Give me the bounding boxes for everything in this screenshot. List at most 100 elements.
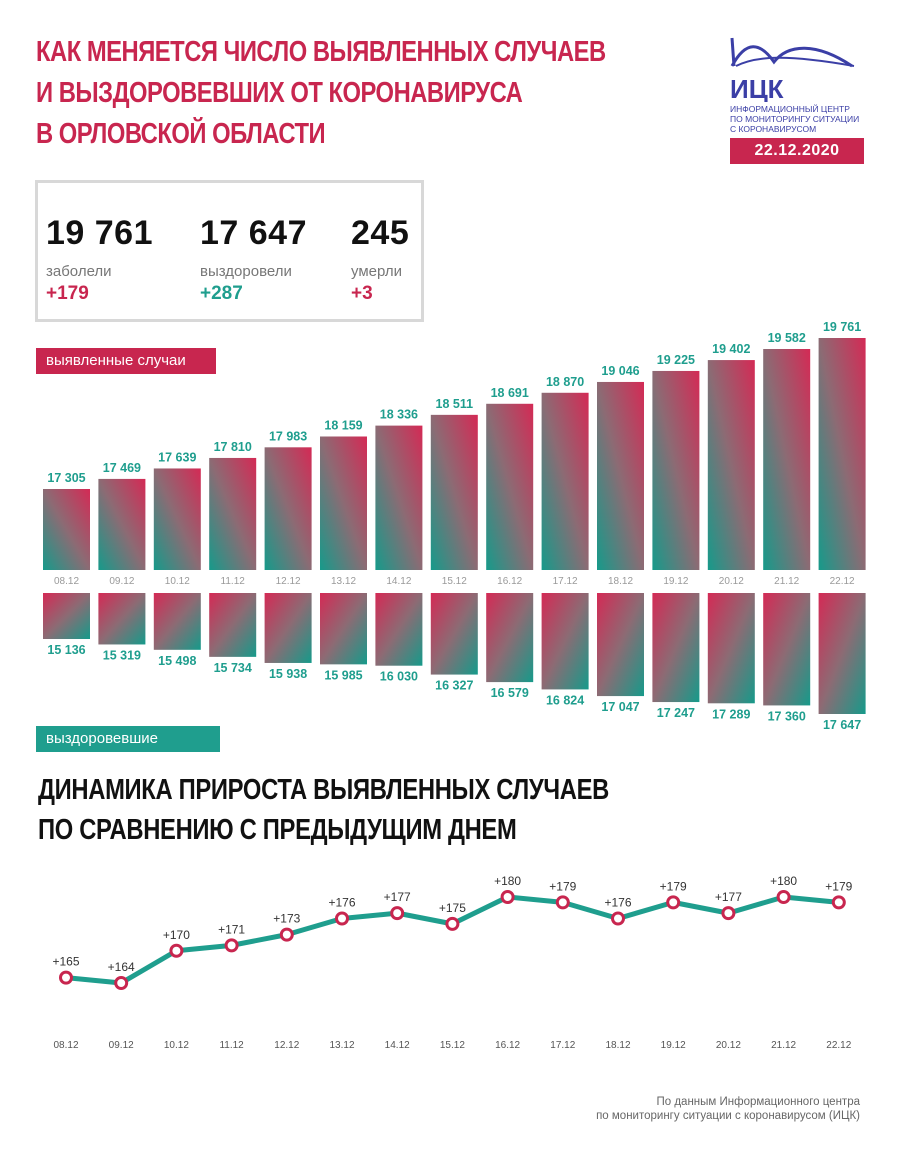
x-tick-label: 09.12 — [109, 576, 134, 587]
bar-label-recovered: 17 047 — [601, 700, 639, 714]
bar-recovered — [597, 593, 644, 697]
title-line: и выздоровевших от коронавируса — [36, 77, 523, 109]
bar-recovered — [264, 593, 312, 663]
logo-subtitle-line: Информационный центр — [730, 104, 850, 114]
bar-label-recovered: 15 985 — [324, 668, 362, 682]
date-badge: 22.12.2020 — [730, 138, 864, 164]
x-tick-label: 18.12 — [608, 576, 633, 587]
line-point-label: +176 — [604, 896, 631, 910]
bar-cases — [264, 447, 312, 570]
bar-label-recovered: 17 360 — [768, 709, 806, 723]
bar-label-recovered: 16 824 — [546, 693, 584, 707]
x-tick-label: 19.12 — [661, 1040, 686, 1051]
x-tick-label: 22.12 — [826, 1040, 851, 1051]
summary-box: 19 761 заболели +179 17 647 выздоровели … — [35, 180, 424, 322]
x-tick-label: 10.12 — [165, 576, 190, 587]
line-point-label: +179 — [825, 879, 852, 893]
line-point — [390, 906, 405, 921]
legend-recovered-tag: выздоровевшие — [36, 726, 220, 752]
bar-label-recovered: 17 647 — [823, 718, 861, 732]
bar-label-recovered: 17 247 — [657, 706, 695, 720]
x-tick-label: 13.12 — [329, 1040, 354, 1051]
line-point — [224, 938, 239, 953]
bar-label-recovered: 15 938 — [269, 667, 307, 681]
bar-label-recovered: 16 327 — [435, 679, 473, 693]
line-point — [776, 890, 791, 904]
stat-delta: +179 — [46, 283, 89, 304]
bar-cases — [320, 436, 367, 570]
line-point-label: +179 — [549, 879, 576, 893]
x-tick-label: 08.12 — [53, 1040, 78, 1051]
bar-recovered — [541, 593, 589, 690]
bar-label-recovered: 17 289 — [712, 707, 750, 721]
bar-label-cases: 19 582 — [768, 331, 806, 345]
bar-label-cases: 17 305 — [47, 471, 85, 485]
title-line: Как меняется число выявленных случаев — [36, 36, 606, 68]
bar-label-cases: 19 225 — [657, 353, 695, 367]
bar-chart: 17 305 17 469 17 639 17 810 17 983 18 159 18 3… — [43, 320, 866, 732]
bar-recovered — [430, 593, 478, 675]
line-point-label: +173 — [273, 912, 300, 926]
bar-recovered — [818, 593, 866, 714]
x-tick-label: 16.12 — [497, 576, 522, 587]
x-tick-label: 17.12 — [550, 1040, 575, 1051]
bar-label-cases: 18 691 — [491, 386, 529, 400]
x-tick-label: 12.12 — [276, 576, 301, 587]
stat-delta: +3 — [351, 283, 373, 304]
bar-cases — [153, 468, 201, 570]
line-point — [445, 916, 460, 931]
stat-label: умерли — [351, 263, 402, 280]
line-point — [335, 911, 349, 926]
x-tick-label: 18.12 — [605, 1040, 630, 1051]
source-line: по мониторингу ситуации с коронавирусом … — [596, 1110, 860, 1122]
bar-cases — [375, 425, 423, 570]
bar-label-cases: 17 810 — [214, 440, 252, 454]
x-tick-label: 09.12 — [109, 1040, 134, 1051]
stat-label: заболели — [46, 263, 112, 280]
x-tick-label: 20.12 — [719, 576, 744, 587]
line-point — [279, 927, 294, 942]
line-chart-title: Динамика прироста выявленных случаев по … — [38, 770, 609, 850]
bar-recovered — [320, 593, 367, 665]
line-point — [831, 895, 846, 910]
bar-cases — [43, 489, 90, 570]
x-tick-label: 14.12 — [385, 1040, 410, 1051]
bar-label-recovered: 15 319 — [103, 648, 141, 662]
line-point — [666, 895, 681, 910]
bar-label-recovered: 15 734 — [214, 661, 252, 675]
line-point-label: +176 — [328, 896, 355, 910]
bar-cases — [707, 360, 755, 570]
bar-label-cases: 18 159 — [324, 418, 362, 432]
bar-cases — [541, 392, 589, 570]
x-tick-label: 11.12 — [221, 576, 246, 587]
x-tick-label: 17.12 — [553, 576, 578, 587]
line-point-label: +177 — [384, 890, 411, 904]
line-point-label: +170 — [163, 928, 190, 942]
logo-subtitle: Информационный центр по мониторингу ситу… — [730, 104, 859, 134]
stat-value: 17 647 — [200, 214, 307, 252]
source-line: По данным Информационного центра — [656, 1096, 860, 1108]
bar-label-recovered: 15 498 — [158, 654, 196, 668]
bar-cases — [486, 403, 534, 570]
bar-label-cases: 17 639 — [158, 450, 196, 464]
line-point — [721, 906, 736, 921]
stat-value: 245 — [351, 214, 410, 252]
line-chart-title-line: Динамика прироста выявленных случаев — [38, 774, 609, 806]
bar-label-cases: 18 511 — [436, 397, 474, 411]
line-point — [169, 943, 184, 958]
x-tick-label: 08.12 — [54, 576, 79, 587]
x-tick-label: 21.12 — [771, 1040, 796, 1051]
bar-cases — [818, 338, 866, 570]
bar-label-cases: 17 983 — [269, 429, 307, 443]
bar-recovered — [153, 593, 201, 650]
bar-cases — [763, 349, 811, 570]
bar-label-recovered: 15 136 — [47, 643, 85, 657]
line-chart-title-line: по сравнению с предыдущим днем — [38, 814, 517, 846]
line-point — [611, 911, 625, 926]
bar-cases — [430, 414, 478, 570]
bar-label-cases: 19 402 — [712, 342, 750, 356]
bar-recovered — [98, 593, 146, 645]
bar-label-cases: 18 336 — [380, 408, 418, 422]
bar-recovered — [209, 593, 257, 657]
bar-recovered — [375, 593, 423, 666]
